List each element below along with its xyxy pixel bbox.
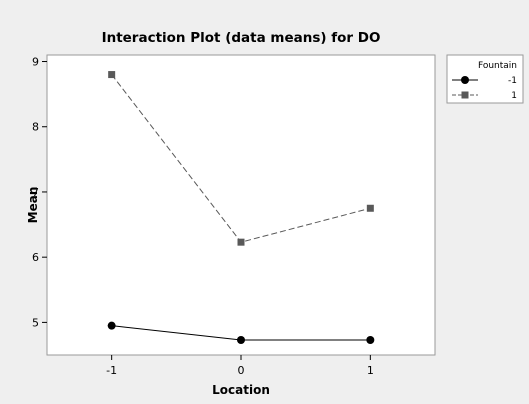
data-series [107, 71, 375, 344]
y-tick-label: 8 [32, 121, 39, 134]
data-point [366, 336, 375, 344]
x-tick-label: 1 [367, 364, 374, 377]
data-point [237, 336, 245, 344]
legend-label: -1 [508, 76, 517, 86]
y-tick-label: 7 [32, 186, 39, 199]
data-point [237, 238, 245, 246]
y-tick-label: 5 [32, 316, 39, 329]
x-tick-label: -1 [106, 364, 117, 377]
y-tick-label: 9 [32, 56, 39, 69]
legend-entries: -1 1 [452, 76, 517, 101]
legend: Fountain -1 1 [446, 54, 524, 104]
chart-title: Interaction Plot (data means) for DO [102, 30, 381, 46]
legend-title: Fountain [478, 61, 517, 71]
x-axis-label: Location [212, 383, 270, 397]
legend-label: 1 [511, 91, 517, 101]
y-axis-ticks: 5 6 7 8 9 [32, 56, 47, 329]
plot-area [46, 54, 436, 356]
legend-marker [461, 76, 469, 84]
x-axis-ticks: -1 0 1 [106, 355, 374, 377]
data-point [108, 71, 116, 79]
data-point [107, 321, 116, 330]
series-1 [107, 321, 375, 344]
y-tick-label: 6 [32, 251, 39, 264]
legend-marker [461, 91, 469, 99]
series-2 [108, 71, 374, 246]
y-axis-label: Mean [26, 187, 40, 224]
data-point [366, 204, 374, 212]
x-tick-label: 0 [238, 364, 245, 377]
